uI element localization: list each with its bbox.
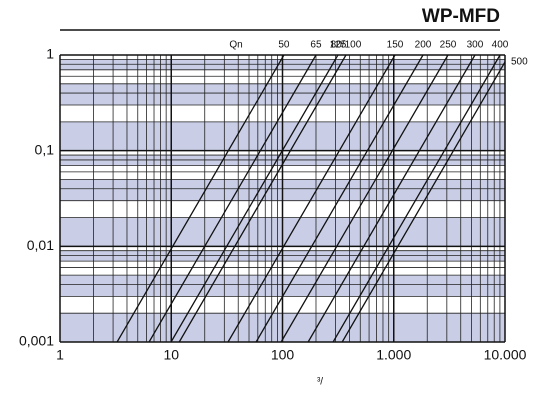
x-tick-label: 1 <box>56 347 64 363</box>
legend-label: 50 <box>278 40 290 51</box>
legend-label: 300 <box>467 40 484 51</box>
flow-curve <box>255 55 424 342</box>
legend-label: 125 <box>330 40 347 51</box>
legend-label: 150 <box>387 40 404 51</box>
x-tick-label: 1.000 <box>376 347 411 363</box>
legend-label: 400 <box>492 40 509 51</box>
x-axis-label: ³/ <box>317 377 323 388</box>
flow-curve <box>227 55 396 342</box>
legend-label: 65 <box>310 40 322 51</box>
x-tick-label: 100 <box>271 347 295 363</box>
x-tick-label: 10.000 <box>484 347 527 363</box>
flow-curve <box>332 55 501 342</box>
legend-label: 500 <box>511 57 528 68</box>
y-tick-label: 0,001 <box>19 333 54 349</box>
flow-curve <box>178 55 347 342</box>
flow-curve <box>341 61 505 342</box>
flow-curve <box>307 55 476 342</box>
chart-title: WP-MFD <box>422 6 500 27</box>
x-tick-label: 10 <box>163 347 179 363</box>
flow-curve <box>116 55 285 342</box>
legend-title: Qn <box>229 40 242 51</box>
legend-label: 200 <box>415 40 432 51</box>
y-tick-label: 0,01 <box>27 237 54 253</box>
legend-label: 80/100 <box>331 40 362 51</box>
flow-curve <box>280 55 449 342</box>
flow-curve <box>148 55 317 342</box>
y-tick-label: 0,1 <box>35 141 55 157</box>
legend-label: 250 <box>440 40 457 51</box>
flow-curve <box>170 55 339 342</box>
y-tick-label: 1 <box>46 46 54 62</box>
